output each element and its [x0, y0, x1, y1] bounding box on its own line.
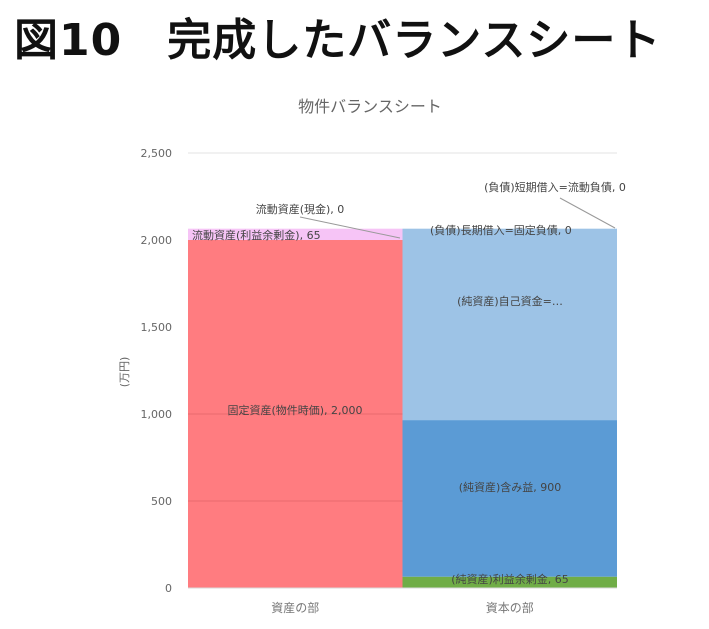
leader-line — [559, 197, 616, 229]
data-label: (純資産)利益余剰金, 65 — [451, 572, 569, 586]
data-label: (純資産)含み益, 900 — [459, 480, 562, 494]
y-tick-label: 1,500 — [141, 321, 173, 334]
data-label: 流動資産(利益余剰金), 65 — [192, 228, 321, 242]
data-label: 流動資産(現金), 0 — [256, 202, 345, 216]
leader-line — [299, 216, 401, 239]
y-tick-label: 2,500 — [141, 147, 173, 160]
chart-title: 物件バランスシート — [298, 97, 442, 116]
y-tick-label: 2,000 — [141, 234, 173, 247]
x-category-label: 資本の部 — [486, 600, 534, 615]
bar-segment — [402, 420, 617, 577]
data-label: (負債)短期借入=流動負債, 0 — [484, 180, 626, 194]
data-label: 固定資産(物件時価), 2,000 — [227, 403, 362, 417]
bar-segment — [188, 228, 403, 240]
data-label: (純資産)自己資金=… — [457, 294, 563, 308]
figure-heading: 図10 完成したバランスシート — [14, 15, 662, 66]
y-tick-label: 500 — [151, 495, 172, 508]
data-label: (負債)長期借入=固定負債, 0 — [430, 223, 572, 237]
y-axis-label: (万円) — [118, 357, 131, 388]
y-tick-label: 1,000 — [141, 408, 173, 421]
y-tick-label: 0 — [165, 582, 172, 595]
bar-segment — [402, 228, 617, 421]
x-category-label: 資産の部 — [271, 600, 319, 615]
bar-segment — [402, 576, 617, 588]
